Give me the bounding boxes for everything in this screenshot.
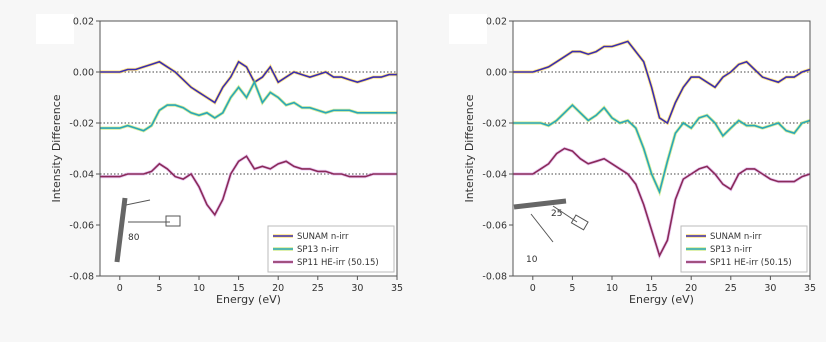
inset-angle-label: 25 [551, 209, 562, 219]
chart-svg: 0 5 10 15 20 25 30 35 -0.08 -0.06 -0.04 -0.02 0.00 0.… [36, 14, 404, 306]
legend-entry: SUNAM n-irr [710, 232, 762, 242]
x-tick-label: 15 [233, 283, 245, 294]
legend: SUNAM n-irr SP13 n-irr SP11 HE-irr (50.15) [267, 225, 395, 273]
y-tick-label: -0.08 [69, 272, 94, 283]
x-tick-label: 30 [764, 283, 776, 294]
y-tick-label: 0.02 [73, 17, 94, 28]
blank-block [449, 14, 487, 44]
x-tick-label: 20 [272, 283, 284, 294]
geometry-inset: 80 [114, 197, 181, 263]
inset-angle-label: 80 [128, 233, 140, 243]
x-tick-label: 15 [646, 283, 658, 294]
x-tick-label: 10 [606, 283, 618, 294]
series-line [100, 60, 397, 104]
series-line [513, 147, 811, 258]
series-line [513, 103, 811, 195]
series-line [100, 155, 397, 217]
chart-panel-left: 0 5 10 15 20 25 30 35 -0.08 -0.06 -0.04 -0.02 0.00 0.… [36, 14, 404, 306]
y-tick-label: -0.02 [69, 119, 94, 130]
series-line [100, 80, 397, 132]
legend-entry: SUNAM n-irr [297, 232, 349, 242]
legend-entry: SP11 HE-irr (50.15) [297, 258, 379, 268]
legend: SUNAM n-irr SP13 n-irr SP11 HE-irr (50.15) [680, 225, 808, 273]
axes-frame [99, 20, 398, 277]
x-tick-label: 5 [156, 283, 162, 294]
y-tick-label: -0.06 [69, 221, 94, 232]
detector-box [165, 215, 181, 227]
legend-entry: SP13 n-irr [297, 245, 339, 255]
blank-block [36, 14, 74, 44]
chart-svg: 0 5 10 15 20 25 30 35 -0.08 -0.06 -0.04 -0.02 0.00 0.… [449, 14, 816, 306]
beam-arrow [530, 213, 554, 243]
sample-bar [513, 198, 567, 210]
geometry-inset: 25 10 [513, 198, 589, 265]
x-tick-label: 10 [193, 283, 205, 294]
legend-entry: SP11 HE-irr (50.15) [710, 258, 792, 268]
series-line [513, 40, 811, 125]
axes-frame [512, 20, 811, 277]
y-tick-label: 0.00 [73, 68, 94, 79]
y-tick-label: 0.00 [486, 68, 507, 79]
x-tick-label: 20 [685, 283, 697, 294]
x-tick-label: 0 [117, 283, 123, 294]
y-tick-label: -0.06 [482, 221, 507, 232]
detector-box [570, 214, 589, 231]
chart-panel-right: 0 5 10 15 20 25 30 35 -0.08 -0.06 -0.04 -0.02 0.00 0.… [413, 0, 826, 342]
x-axis-label: Energy (eV) [629, 293, 694, 306]
x-tick-label: 25 [312, 283, 324, 294]
y-tick-label: -0.02 [482, 119, 507, 130]
x-tick-label: 30 [351, 283, 363, 294]
inset-extra-label: 10 [526, 255, 538, 265]
x-tick-label: 35 [804, 283, 816, 294]
x-tick-label: 25 [725, 283, 737, 294]
sample-bar [114, 197, 128, 263]
y-tick-label: -0.04 [482, 170, 507, 181]
x-tick-label: 35 [391, 283, 403, 294]
x-axis-label: Energy (eV) [216, 293, 281, 306]
y-tick-label: -0.08 [482, 272, 507, 283]
x-tick-label: 5 [569, 283, 575, 294]
y-axis-label: Intensity Difference [50, 94, 63, 202]
y-tick-label: 0.02 [486, 17, 507, 28]
legend-entry: SP13 n-irr [710, 245, 752, 255]
y-tick-label: -0.04 [69, 170, 94, 181]
x-tick-label: 0 [530, 283, 536, 294]
beam-arrow [125, 199, 151, 206]
y-axis-label: Intensity Difference [463, 94, 476, 202]
